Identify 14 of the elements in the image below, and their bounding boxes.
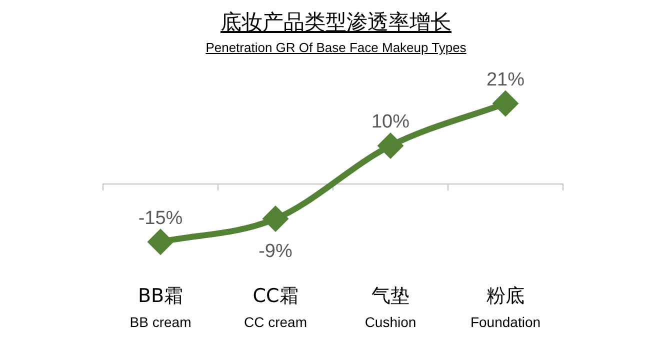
x-tick-label: 粉底 Foundation	[470, 285, 541, 330]
point	[264, 206, 288, 231]
x-tick-label: 气垫 Cushion	[364, 285, 416, 330]
point	[494, 91, 518, 116]
point	[378, 134, 402, 158]
data-label: -9%	[258, 240, 292, 262]
point	[148, 230, 172, 254]
data-label: 10%	[371, 112, 410, 133]
chart-subtitle: Penetration GR Of Base Face Makeup Types	[204, 40, 468, 55]
data-label: 21%	[486, 69, 525, 90]
data-label: -15%	[138, 208, 183, 229]
x-tick-label: BB霜 BB cream	[130, 285, 192, 330]
chart-title: 底妆产品类型渗透率增长	[220, 9, 452, 36]
x-tick-label: CC霜 CC cream	[244, 285, 308, 330]
